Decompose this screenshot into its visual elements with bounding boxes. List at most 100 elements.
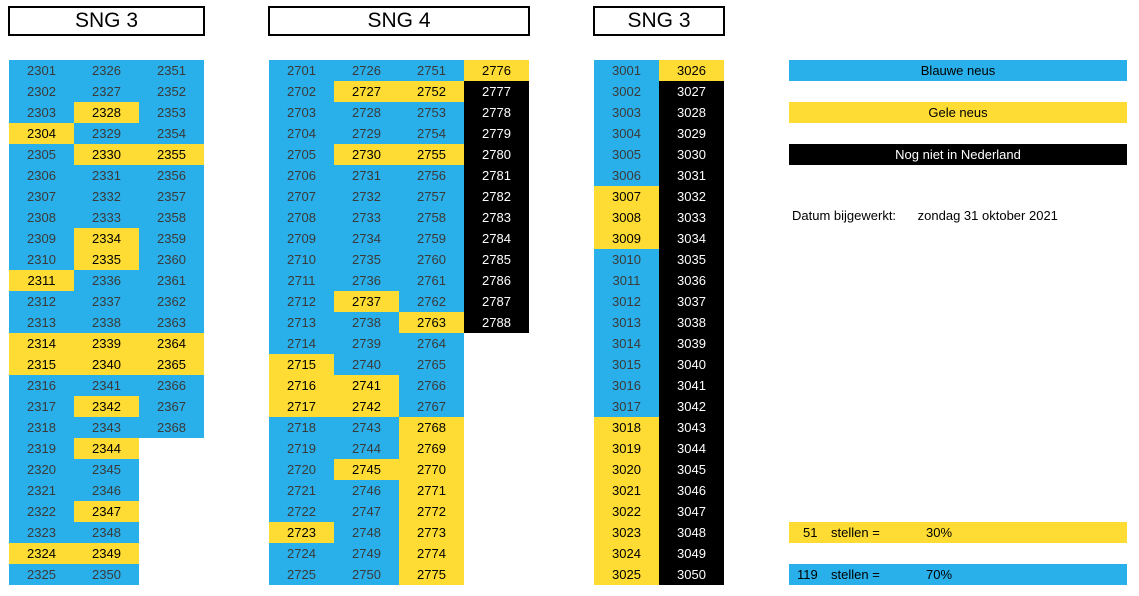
train-number-cell: 3020 — [594, 459, 659, 480]
train-number-cell: 3021 — [594, 480, 659, 501]
train-column: 2726 2727 2728 2729 2730 2731 2732 2733 2734 2735… — [334, 60, 399, 585]
train-number-cell: 2344 — [74, 438, 139, 459]
train-number-cell: 2722 — [269, 501, 334, 522]
train-number-cell: 2748 — [334, 522, 399, 543]
train-number-cell: 2742 — [334, 396, 399, 417]
train-number-cell: 3003 — [594, 102, 659, 123]
train-number-cell: 2322 — [9, 501, 74, 522]
train-number-cell: 2726 — [334, 60, 399, 81]
train-number-cell: 2354 — [139, 123, 204, 144]
train-number-cell: 2314 — [9, 333, 74, 354]
train-number-cell: 2731 — [334, 165, 399, 186]
train-number-cell: 2782 — [464, 186, 529, 207]
train-number-cell: 2319 — [9, 438, 74, 459]
train-number-cell: 2702 — [269, 81, 334, 102]
train-number-cell: 3019 — [594, 438, 659, 459]
train-number-cell: 2342 — [74, 396, 139, 417]
train-number-cell: 3034 — [659, 228, 724, 249]
train-number-cell: 2349 — [74, 543, 139, 564]
train-number-cell: 2323 — [9, 522, 74, 543]
train-number-cell: 3026 — [659, 60, 724, 81]
train-number-cell: 2367 — [139, 396, 204, 417]
train-number-cell: 3038 — [659, 312, 724, 333]
train-number-cell: 2784 — [464, 228, 529, 249]
train-number-cell: 2359 — [139, 228, 204, 249]
train-number-cell: 2331 — [74, 165, 139, 186]
train-number-cell: 2788 — [464, 312, 529, 333]
train-number-cell: 2703 — [269, 102, 334, 123]
train-number-cell: 2785 — [464, 249, 529, 270]
train-number-cell: 2734 — [334, 228, 399, 249]
train-number-cell: 2357 — [139, 186, 204, 207]
legend-not-in-netherlands: Nog niet in Nederland — [789, 144, 1127, 165]
train-number-cell: 2762 — [399, 291, 464, 312]
train-number-cell: 2340 — [74, 354, 139, 375]
train-number-cell: 3017 — [594, 396, 659, 417]
train-number-cell: 2337 — [74, 291, 139, 312]
train-number-cell: 2744 — [334, 438, 399, 459]
train-number-cell: 2705 — [269, 144, 334, 165]
train-number-cell: 2783 — [464, 207, 529, 228]
train-number-cell: 3010 — [594, 249, 659, 270]
train-number-cell: 2753 — [399, 102, 464, 123]
train-number-cell: 2760 — [399, 249, 464, 270]
train-number-cell: 3036 — [659, 270, 724, 291]
train-number-cell: 2316 — [9, 375, 74, 396]
train-number-cell: 2758 — [399, 207, 464, 228]
train-number-cell: 2754 — [399, 123, 464, 144]
train-number-cell: 2302 — [9, 81, 74, 102]
train-number-cell: 2343 — [74, 417, 139, 438]
train-number-cell: 3041 — [659, 375, 724, 396]
train-number-cell: 2709 — [269, 228, 334, 249]
train-number-cell: 3024 — [594, 543, 659, 564]
train-number-cell: 3025 — [594, 564, 659, 585]
train-number-cell: 2355 — [139, 144, 204, 165]
stat-yellow-count: 51 — [803, 525, 818, 540]
train-number-cell: 2769 — [399, 438, 464, 459]
train-number-cell: 2317 — [9, 396, 74, 417]
train-number-cell: 2365 — [139, 354, 204, 375]
train-number-cell: 2308 — [9, 207, 74, 228]
train-number-cell: 2310 — [9, 249, 74, 270]
stat-yellow-percent: 30% — [926, 525, 953, 540]
train-number-cell: 2348 — [74, 522, 139, 543]
stat-blue-label: stellen = — [831, 567, 880, 582]
train-number-cell: 2326 — [74, 60, 139, 81]
train-number-cell: 2335 — [74, 249, 139, 270]
train-number-cell: 2714 — [269, 333, 334, 354]
train-number-cell: 3033 — [659, 207, 724, 228]
train-number-cell: 3015 — [594, 354, 659, 375]
train-number-cell: 3046 — [659, 480, 724, 501]
train-number-cell: 3027 — [659, 81, 724, 102]
legend-blue-nose: Blauwe neus — [789, 60, 1127, 81]
train-number-cell: 2781 — [464, 165, 529, 186]
train-number-cell: 3009 — [594, 228, 659, 249]
train-number-cell: 2330 — [74, 144, 139, 165]
train-column: 2776 2777 2778 2779 2780 2781 2782 2783 2784 2785… — [464, 60, 529, 333]
train-number-cell: 2339 — [74, 333, 139, 354]
train-number-cell: 2363 — [139, 312, 204, 333]
train-number-cell: 3007 — [594, 186, 659, 207]
train-number-cell: 3023 — [594, 522, 659, 543]
header-sng4: SNG 4 — [268, 6, 530, 36]
train-number-cell: 3049 — [659, 543, 724, 564]
train-number-cell: 2352 — [139, 81, 204, 102]
train-number-cell: 2712 — [269, 291, 334, 312]
train-number-cell: 2772 — [399, 501, 464, 522]
train-number-cell: 2315 — [9, 354, 74, 375]
train-number-cell: 2740 — [334, 354, 399, 375]
train-number-cell: 3022 — [594, 501, 659, 522]
train-number-cell: 2305 — [9, 144, 74, 165]
train-number-cell: 2334 — [74, 228, 139, 249]
train-number-cell: 2320 — [9, 459, 74, 480]
train-number-cell: 2364 — [139, 333, 204, 354]
train-number-cell: 2336 — [74, 270, 139, 291]
train-number-cell: 3002 — [594, 81, 659, 102]
date-updated: Datum bijgewerkt: zondag 31 oktober 2021 — [792, 208, 1058, 223]
train-number-cell: 2362 — [139, 291, 204, 312]
train-number-cell: 2763 — [399, 312, 464, 333]
train-number-cell: 2360 — [139, 249, 204, 270]
train-number-cell: 2338 — [74, 312, 139, 333]
train-number-cell: 2787 — [464, 291, 529, 312]
train-number-cell: 2721 — [269, 480, 334, 501]
